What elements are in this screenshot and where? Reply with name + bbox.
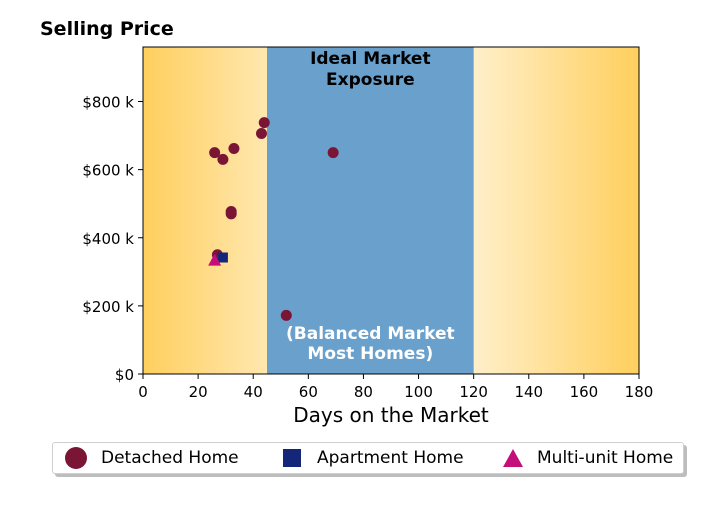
data-points: [208, 117, 339, 321]
apartment-home-point: [217, 252, 228, 263]
detached-home-point: [280, 309, 292, 321]
legend-label-multi-unit: Multi-unit Home: [537, 448, 674, 468]
legend-label-apartment: Apartment Home: [317, 448, 464, 468]
detached-home-point: [255, 128, 267, 140]
legend-item-apartment: Apartment Home: [281, 443, 464, 473]
plot-frame: [142, 46, 640, 375]
x-tick-label: 80: [354, 383, 373, 401]
region-label-bottom-line: Most Homes): [307, 344, 433, 364]
y-tick-label: $600 k: [82, 162, 134, 180]
x-tick-label: 160: [570, 383, 599, 401]
region-label-top: Ideal Market Exposure: [310, 49, 431, 90]
ideal-market-region: Ideal Market Exposure (Balanced Market Most…: [267, 47, 474, 374]
legend-label-detached: Detached Home: [101, 448, 239, 468]
detached-home-point: [327, 147, 339, 159]
x-tick-label: 0: [138, 383, 148, 401]
x-axis-label: Days on the Market: [293, 403, 489, 427]
region-label-top-line: Ideal Market: [310, 49, 431, 69]
x-tick-label: 20: [189, 383, 208, 401]
x-tick-label: 100: [404, 383, 433, 401]
x-tick-label: 140: [514, 383, 543, 401]
legend-circle-marker-icon: [65, 447, 87, 469]
x-tick-label: 40: [244, 383, 263, 401]
detached-home-point: [228, 143, 240, 155]
region-label-top-line: Exposure: [326, 70, 415, 90]
region-label-bottom-line: (Balanced Market: [286, 324, 455, 344]
y-tick-label: $0: [115, 366, 134, 384]
detached-home-point: [225, 208, 237, 220]
region-band: [267, 47, 474, 374]
x-tick-label: 120: [459, 383, 488, 401]
legend-triangle-marker-icon: [503, 449, 523, 467]
y-tick-label: $400 k: [82, 230, 134, 248]
detached-home-point: [209, 147, 221, 159]
legend-item-multi-unit: Multi-unit Home: [503, 443, 673, 473]
legend: Detached Home Apartment Home Multi-unit …: [52, 442, 684, 474]
legend-item-detached: Detached Home: [65, 443, 239, 473]
axes: 0 20 40 60 80 100 120 140 160 180 $0 $200 k $400 k $6…: [82, 46, 654, 401]
chart-title: Selling Price: [40, 18, 174, 40]
detached-home-point: [217, 153, 229, 165]
x-tick-label: 60: [299, 383, 318, 401]
x-tick-label: 180: [625, 383, 654, 401]
legend-square-marker-icon: [283, 449, 301, 467]
y-tick-label: $200 k: [82, 298, 134, 316]
y-tick-label: $800 k: [82, 94, 134, 112]
detached-home-point: [258, 117, 270, 129]
region-label-bottom: (Balanced Market Most Homes): [286, 324, 455, 364]
multi-unit-home-point: [208, 253, 222, 266]
